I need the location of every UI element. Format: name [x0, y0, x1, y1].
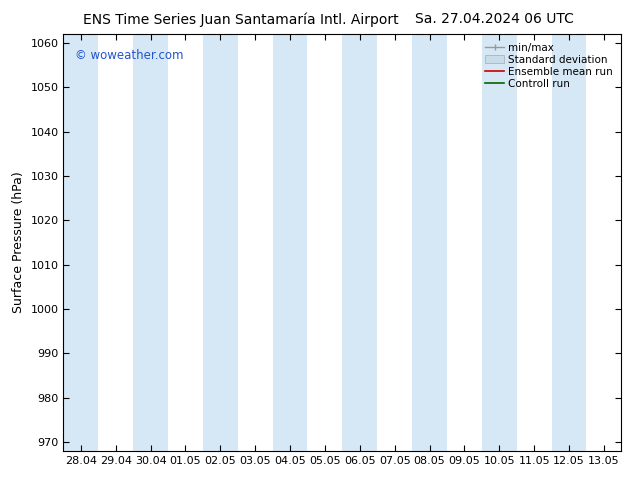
- Bar: [273, 34, 307, 451]
- Bar: [412, 34, 447, 451]
- Text: Sa. 27.04.2024 06 UTC: Sa. 27.04.2024 06 UTC: [415, 12, 574, 26]
- Text: ENS Time Series Juan Santamaría Intl. Airport: ENS Time Series Juan Santamaría Intl. Ai…: [83, 12, 399, 27]
- Text: © woweather.com: © woweather.com: [75, 49, 183, 62]
- Y-axis label: Surface Pressure (hPa): Surface Pressure (hPa): [12, 172, 25, 314]
- Bar: [482, 34, 517, 451]
- Bar: [552, 34, 586, 451]
- Legend: min/max, Standard deviation, Ensemble mean run, Controll run: min/max, Standard deviation, Ensemble me…: [482, 40, 616, 92]
- Bar: [203, 34, 238, 451]
- Bar: [63, 34, 98, 451]
- Bar: [342, 34, 377, 451]
- Bar: [133, 34, 168, 451]
